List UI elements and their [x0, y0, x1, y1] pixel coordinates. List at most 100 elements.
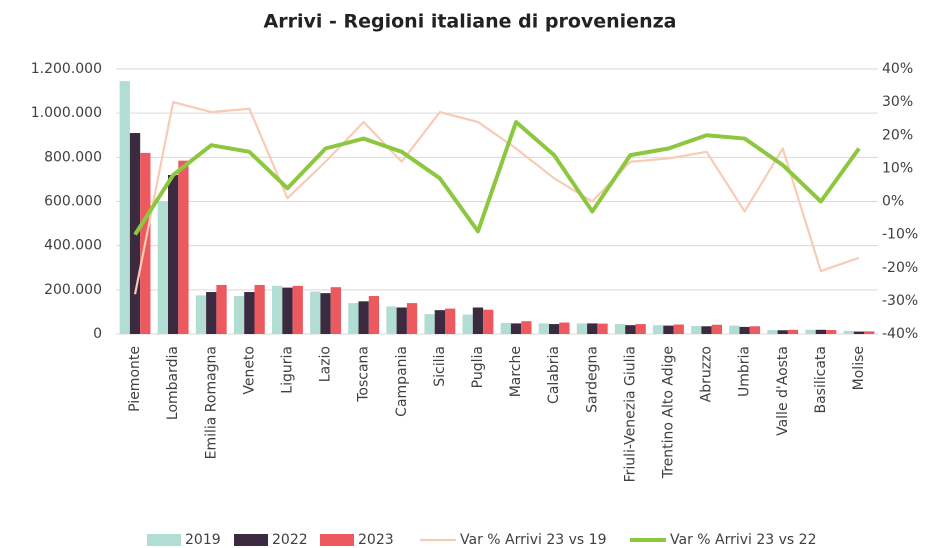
bar	[597, 323, 608, 334]
bar	[348, 303, 359, 334]
legend-swatch	[147, 534, 181, 546]
y2-tick-label: 30%	[882, 94, 913, 110]
bar	[663, 325, 674, 334]
bar	[614, 324, 626, 334]
bar	[386, 306, 397, 334]
bar	[538, 323, 550, 334]
x-tick-label: Liguria	[279, 346, 295, 394]
x-tick-label: Marche	[508, 346, 524, 397]
y2-tick-label: 0%	[882, 194, 904, 210]
y-tick-label: 1.200.000	[31, 61, 102, 77]
legend-swatch	[320, 534, 354, 546]
x-tick-label: Veneto	[241, 346, 257, 395]
bar	[216, 284, 227, 334]
bar	[587, 323, 598, 334]
bar	[168, 175, 179, 334]
bar	[653, 325, 664, 334]
y2-tick-label: -40%	[882, 326, 918, 342]
bar	[805, 329, 816, 334]
y2-tick-label: 20%	[882, 127, 913, 143]
x-tick-label: Umbria	[737, 346, 753, 397]
bar	[330, 287, 341, 334]
legend-label: 2022	[272, 532, 308, 548]
chart-title: Arrivi - Regioni italiane di provenienza	[264, 11, 677, 33]
bar	[549, 324, 560, 334]
bar	[444, 308, 456, 334]
bar	[472, 307, 484, 334]
bar	[767, 330, 778, 334]
bar	[368, 296, 380, 334]
bar	[195, 295, 207, 334]
bar	[825, 330, 837, 334]
bar	[206, 292, 217, 334]
y-tick-label: 200.000	[44, 282, 102, 298]
y2-tick-label: 40%	[882, 61, 913, 77]
x-tick-label: Sicilia	[432, 346, 448, 387]
x-tick-label: Toscana	[356, 346, 372, 403]
x-tick-label: Friuli-Venezia Giulia	[622, 346, 638, 482]
bar	[282, 287, 293, 334]
y-tick-label: 600.000	[44, 194, 102, 210]
x-tick-label: Basilicata	[813, 346, 829, 414]
legend-swatch	[234, 534, 268, 546]
x-tick-label: Abruzzo	[699, 346, 715, 402]
bar	[462, 314, 473, 334]
y-tick-label: 800.000	[44, 149, 102, 165]
line	[133, 120, 861, 236]
bar	[510, 323, 522, 334]
y2-tick-label: -20%	[882, 260, 918, 276]
line	[133, 101, 860, 295]
x-tick-label: Campania	[394, 346, 410, 417]
bar	[424, 314, 435, 334]
bar	[157, 201, 169, 334]
bar	[406, 303, 418, 334]
x-tick-label: Puglia	[470, 346, 486, 388]
bar	[178, 160, 189, 334]
x-tick-label: Piemonte	[127, 346, 143, 412]
bar	[787, 329, 799, 334]
y2-tick-label: -30%	[882, 293, 918, 309]
y2-tick-label: 10%	[882, 160, 913, 176]
bar	[396, 307, 407, 334]
bar	[310, 291, 321, 334]
bar	[701, 326, 712, 334]
legend-label: 2023	[358, 532, 394, 548]
bar	[777, 330, 788, 334]
y-tick-label: 0	[93, 326, 102, 342]
legend-label: 2019	[185, 532, 221, 548]
bar	[244, 292, 255, 334]
bar	[625, 325, 636, 334]
y2-tick-label: -10%	[882, 227, 918, 243]
x-tick-label: Lombardia	[165, 346, 181, 420]
bar	[864, 331, 875, 334]
bar	[559, 322, 570, 334]
x-tick-label: Trentino Alto Adige	[660, 346, 676, 479]
bar	[729, 325, 740, 334]
bar	[853, 331, 865, 334]
x-tick-label: Lazio	[318, 346, 334, 382]
y-tick-label: 1.000.000	[31, 105, 102, 121]
x-tick-label: Emilia Romagna	[203, 346, 219, 459]
bar	[843, 330, 854, 334]
bar	[521, 321, 532, 334]
bar	[815, 329, 826, 334]
bar	[673, 324, 684, 334]
bar	[691, 326, 702, 334]
legend-label: Var % Arrivi 23 vs 19	[460, 532, 607, 548]
bar	[434, 310, 445, 334]
bar	[292, 285, 303, 334]
bar	[320, 293, 331, 334]
bar	[500, 322, 511, 334]
bar	[254, 284, 265, 334]
x-tick-label: Valle d'Aosta	[775, 346, 791, 436]
bar	[119, 81, 130, 334]
bar	[483, 309, 494, 334]
bar	[233, 296, 245, 334]
bar	[711, 324, 722, 334]
bar	[576, 323, 588, 334]
bar	[272, 285, 283, 334]
x-tick-label: Sardegna	[584, 346, 600, 413]
bar	[358, 301, 369, 334]
bar	[749, 326, 761, 334]
